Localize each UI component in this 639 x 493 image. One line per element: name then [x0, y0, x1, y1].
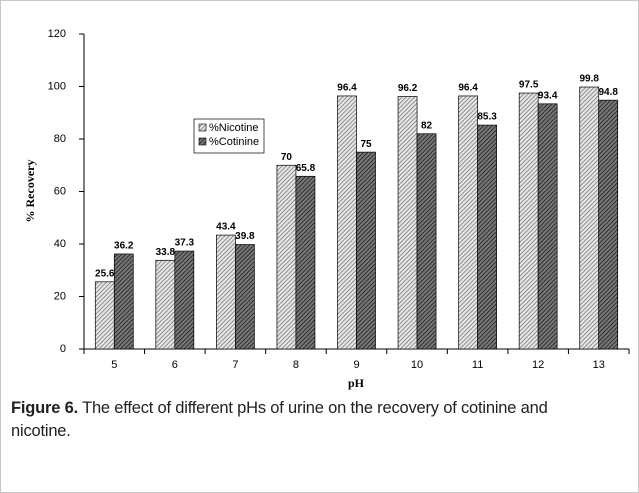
bar: [155, 259, 176, 350]
value-label: 96.4: [458, 83, 478, 94]
value-label: 94.8: [598, 87, 618, 98]
y-tick-label: 120: [48, 28, 66, 40]
value-label: 96.2: [398, 83, 418, 94]
bar: [416, 133, 437, 350]
bar: [113, 253, 134, 350]
x-tick-label: 13: [593, 359, 605, 371]
y-tick-label: 100: [48, 80, 66, 92]
x-tick-label: 11: [472, 359, 483, 371]
x-tick-label: 10: [411, 359, 423, 371]
value-label: 93.4: [538, 90, 558, 101]
x-tick-label: 12: [532, 359, 544, 371]
y-tick-label: 20: [54, 290, 66, 302]
bar: [598, 99, 619, 350]
y-tick-label: 60: [54, 185, 66, 197]
legend-swatch: [198, 123, 207, 132]
bar: [579, 86, 600, 350]
bar: [216, 234, 236, 350]
y-tick-label: 0: [60, 343, 66, 355]
x-tick-label: 9: [353, 359, 359, 371]
caption-label: Figure 6.: [11, 399, 78, 417]
x-tick-label: 8: [293, 359, 299, 371]
legend-swatch: [198, 137, 207, 146]
x-tick-label: 7: [232, 359, 238, 371]
x-tick-label: 5: [111, 359, 117, 371]
bar: [174, 250, 195, 350]
value-label: 85.3: [477, 112, 497, 123]
bar: [337, 95, 357, 350]
value-label: 25.6: [95, 268, 115, 279]
value-label: 33.8: [156, 247, 176, 258]
bar: [94, 281, 115, 350]
caption-text: The effect of different pHs of urine on …: [11, 399, 548, 440]
x-tick-label: 6: [172, 359, 178, 371]
bar: [458, 95, 478, 350]
value-label: 39.8: [235, 231, 255, 242]
bar: [276, 164, 297, 350]
bar: [537, 103, 558, 350]
value-label: 37.3: [175, 238, 195, 249]
y-tick-label: 80: [54, 133, 66, 145]
value-label: 97.5: [519, 80, 539, 91]
bar: [295, 175, 316, 350]
legend: %Nicotine %Cotinine: [193, 118, 265, 154]
value-label: 82: [421, 120, 433, 131]
x-axis-title: pH: [348, 376, 365, 390]
y-axis-title: % Recovery: [23, 160, 37, 223]
legend-box: [193, 118, 265, 154]
value-label: 65.8: [296, 163, 316, 174]
legend-label: %Cotinine: [209, 136, 259, 148]
chart: pH % Recovery 0 20 40 60 80 100 120 5 25.6 36.2 6 3…: [23, 28, 630, 390]
bar: [518, 92, 539, 350]
bar: [356, 151, 376, 350]
y-tick-label: 40: [54, 238, 66, 250]
caption: Figure 6. The effect of different pHs of…: [11, 397, 611, 443]
value-label: 75: [360, 139, 372, 150]
bar: [235, 244, 255, 350]
value-label: 36.2: [114, 241, 134, 252]
value-label: 43.4: [216, 222, 236, 233]
bar: [397, 96, 418, 350]
value-label: 96.4: [337, 83, 357, 94]
value-label: 70: [281, 152, 293, 163]
legend-label: %Nicotine: [209, 122, 259, 134]
value-label: 99.8: [579, 74, 599, 85]
bar: [477, 124, 497, 350]
